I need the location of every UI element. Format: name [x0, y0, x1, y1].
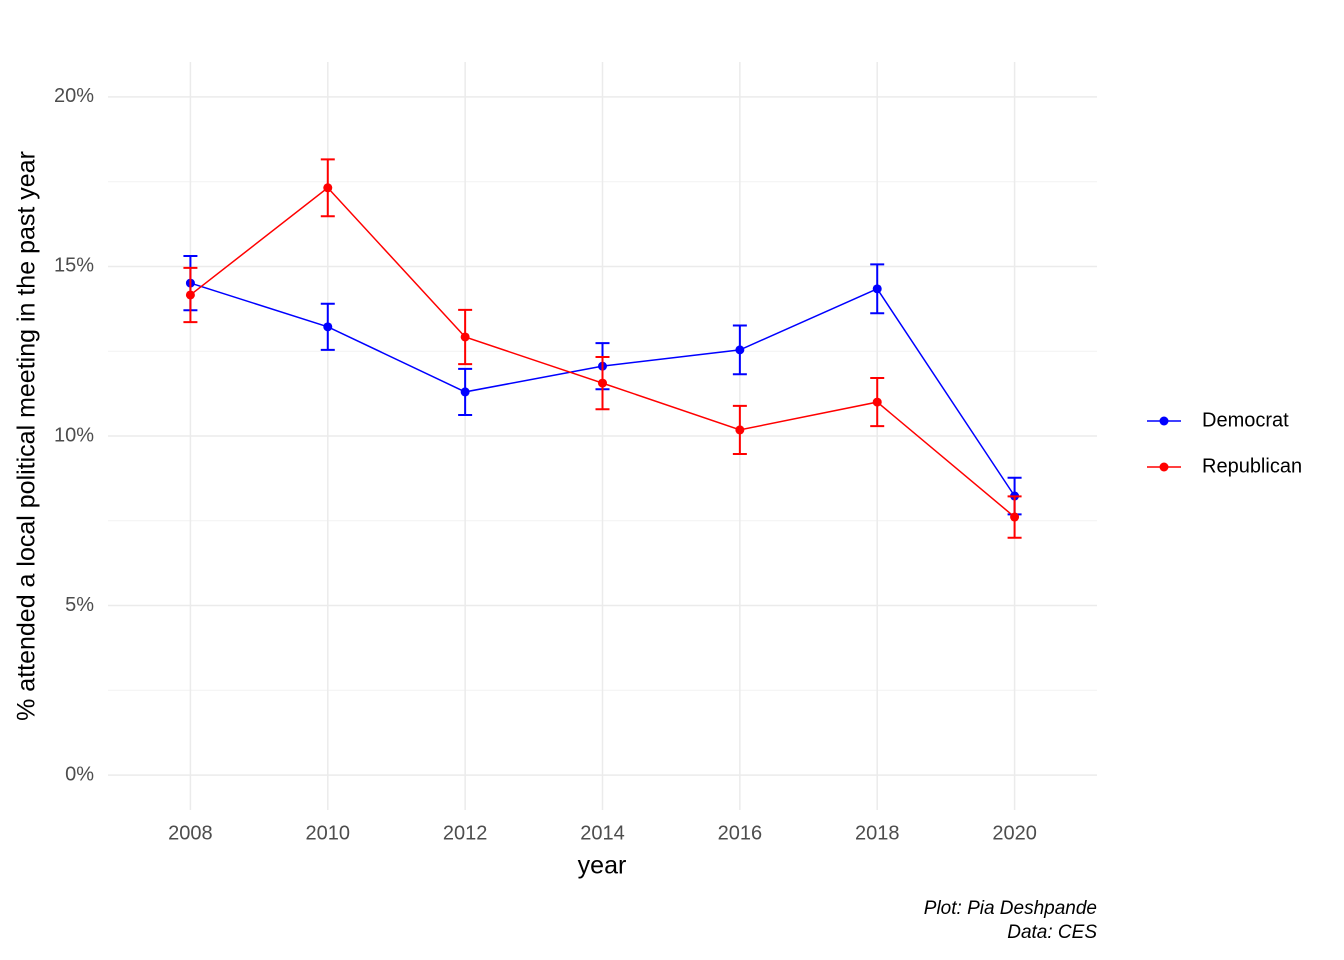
point — [323, 183, 333, 193]
point — [460, 332, 470, 342]
x-tick-label: 2016 — [718, 822, 763, 844]
x-tick-label: 2014 — [580, 822, 625, 844]
y-tick-label: 0% — [65, 763, 94, 785]
point — [185, 290, 195, 300]
point — [735, 425, 745, 435]
legend-label: Republican — [1202, 455, 1302, 477]
point — [598, 378, 607, 388]
x-tick-label: 2012 — [443, 822, 488, 844]
point — [872, 397, 882, 407]
point — [323, 322, 333, 332]
x-tick-label: 2008 — [168, 822, 213, 844]
point — [872, 284, 882, 294]
y-axis-title: % attended a local political meeting in … — [13, 151, 41, 721]
y-tick-label: 5% — [65, 594, 94, 616]
x-tick-label: 2018 — [855, 822, 900, 844]
y-tick-label: 15% — [54, 255, 94, 277]
legend-label: Democrat — [1202, 409, 1289, 431]
point — [735, 345, 745, 355]
y-tick-label: 20% — [54, 85, 94, 107]
caption: Data: CES — [1007, 922, 1097, 943]
x-tick-label: 2010 — [306, 822, 351, 844]
point — [460, 387, 470, 397]
legend-key — [1159, 416, 1169, 426]
caption: Plot: Pia Deshpande — [924, 898, 1097, 919]
point — [1010, 512, 1020, 522]
x-axis-title: year — [578, 852, 627, 880]
legend-key — [1159, 462, 1169, 472]
y-tick-label: 10% — [54, 424, 94, 446]
x-tick-label: 2020 — [992, 822, 1037, 844]
